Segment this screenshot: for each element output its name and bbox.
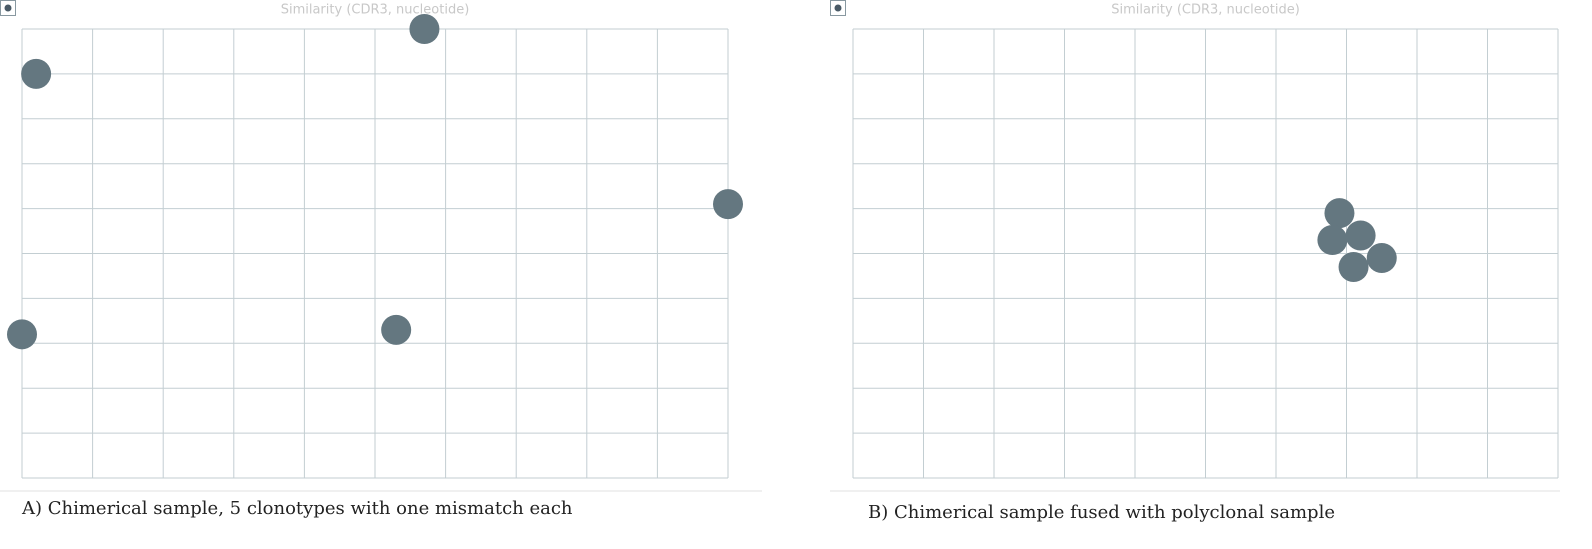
point: [1345, 220, 1376, 251]
caption: A) Chimerical sample, 5 clonotypes with …: [21, 498, 573, 519]
caption: B) Chimerical sample fused with polyclon…: [868, 502, 1335, 523]
point: [409, 14, 440, 44]
point: [21, 58, 52, 89]
gear-icon[interactable]: [0, 0, 16, 16]
point: [713, 189, 743, 220]
gear-icon[interactable]: [830, 0, 846, 16]
chart-title: Similarity (CDR3, nucleotide): [1111, 3, 1300, 18]
point: [1338, 251, 1369, 282]
chart-title: Similarity (CDR3, nucleotide): [281, 3, 470, 18]
point: [381, 314, 412, 345]
point: [1317, 225, 1348, 256]
point: [1366, 242, 1397, 273]
point: [1324, 198, 1355, 229]
point: [7, 319, 37, 350]
